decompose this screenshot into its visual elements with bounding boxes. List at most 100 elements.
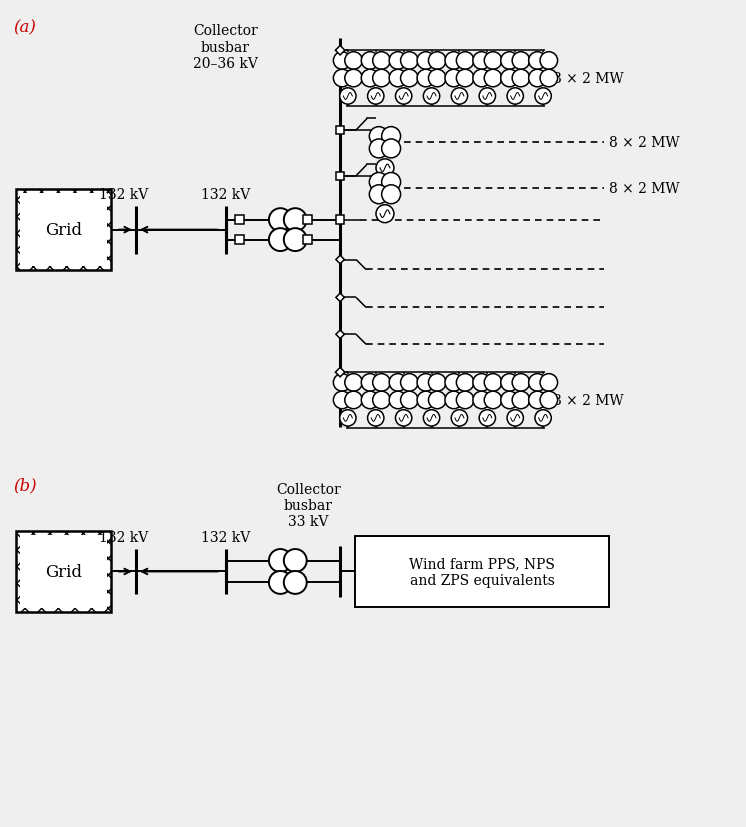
Circle shape <box>283 209 307 232</box>
Circle shape <box>501 392 518 409</box>
Circle shape <box>529 374 546 392</box>
Text: Grid: Grid <box>46 222 82 239</box>
Circle shape <box>457 53 474 70</box>
Circle shape <box>540 374 557 392</box>
Circle shape <box>369 174 388 192</box>
Circle shape <box>389 374 407 392</box>
Circle shape <box>373 70 390 88</box>
Circle shape <box>501 53 518 70</box>
Circle shape <box>529 392 546 409</box>
Bar <box>336 172 345 181</box>
Circle shape <box>269 571 292 594</box>
Circle shape <box>382 140 401 159</box>
Text: (a): (a) <box>13 19 37 36</box>
Bar <box>235 216 244 225</box>
Circle shape <box>540 53 557 70</box>
Circle shape <box>283 229 307 251</box>
Circle shape <box>428 53 446 70</box>
Circle shape <box>401 53 418 70</box>
Circle shape <box>484 53 502 70</box>
Circle shape <box>389 392 407 409</box>
Circle shape <box>269 229 292 251</box>
Circle shape <box>501 70 518 88</box>
Text: (b): (b) <box>13 477 37 495</box>
Bar <box>20 535 107 609</box>
Text: 132 kV: 132 kV <box>98 188 148 202</box>
Circle shape <box>513 53 530 70</box>
Circle shape <box>428 392 446 409</box>
Circle shape <box>540 392 557 409</box>
Circle shape <box>395 410 412 427</box>
Circle shape <box>479 410 495 427</box>
Text: 8 × 2 MW: 8 × 2 MW <box>553 394 624 408</box>
Circle shape <box>345 53 363 70</box>
Circle shape <box>401 374 418 392</box>
Circle shape <box>445 374 463 392</box>
Circle shape <box>382 185 401 204</box>
Polygon shape <box>336 368 345 377</box>
Circle shape <box>535 88 551 105</box>
Text: Collector
busbar
20–36 kV: Collector busbar 20–36 kV <box>193 24 258 70</box>
Circle shape <box>513 392 530 409</box>
Circle shape <box>395 88 412 105</box>
Circle shape <box>339 410 356 427</box>
Circle shape <box>417 392 435 409</box>
Circle shape <box>535 410 551 427</box>
Circle shape <box>373 53 390 70</box>
Circle shape <box>529 70 546 88</box>
Circle shape <box>369 185 388 204</box>
Circle shape <box>401 392 418 409</box>
Circle shape <box>417 53 435 70</box>
Circle shape <box>382 127 401 146</box>
Circle shape <box>269 549 292 572</box>
Circle shape <box>501 374 518 392</box>
Circle shape <box>269 209 292 232</box>
Circle shape <box>376 205 394 223</box>
Bar <box>235 236 244 245</box>
Circle shape <box>445 70 463 88</box>
Circle shape <box>484 374 502 392</box>
Circle shape <box>484 392 502 409</box>
Circle shape <box>451 410 468 427</box>
Circle shape <box>361 70 379 88</box>
Circle shape <box>369 127 388 146</box>
Bar <box>16 189 111 271</box>
Circle shape <box>401 70 418 88</box>
Polygon shape <box>336 294 345 302</box>
Circle shape <box>451 88 468 105</box>
Circle shape <box>457 70 474 88</box>
Circle shape <box>479 88 495 105</box>
Circle shape <box>513 374 530 392</box>
Circle shape <box>473 392 490 409</box>
Bar <box>20 194 107 267</box>
Bar <box>336 127 345 135</box>
Bar <box>355 536 609 608</box>
Circle shape <box>457 392 474 409</box>
Text: 132 kV: 132 kV <box>201 530 250 544</box>
Circle shape <box>283 549 307 572</box>
Circle shape <box>540 70 557 88</box>
Circle shape <box>507 410 524 427</box>
Circle shape <box>333 392 351 409</box>
Text: 132 kV: 132 kV <box>98 530 148 544</box>
Circle shape <box>473 374 490 392</box>
Bar <box>16 531 111 613</box>
Circle shape <box>428 374 446 392</box>
Circle shape <box>389 53 407 70</box>
Polygon shape <box>336 46 345 56</box>
Circle shape <box>345 392 363 409</box>
Circle shape <box>417 374 435 392</box>
Bar <box>336 216 345 225</box>
Circle shape <box>373 392 390 409</box>
Circle shape <box>369 140 388 159</box>
Circle shape <box>457 374 474 392</box>
Text: Wind farm PPS, NPS
and ZPS equivalents: Wind farm PPS, NPS and ZPS equivalents <box>409 557 555 587</box>
Circle shape <box>445 392 463 409</box>
Circle shape <box>361 374 379 392</box>
Circle shape <box>382 174 401 192</box>
Circle shape <box>361 392 379 409</box>
Bar <box>303 216 312 225</box>
Circle shape <box>473 70 490 88</box>
Polygon shape <box>336 331 345 339</box>
Circle shape <box>424 410 439 427</box>
